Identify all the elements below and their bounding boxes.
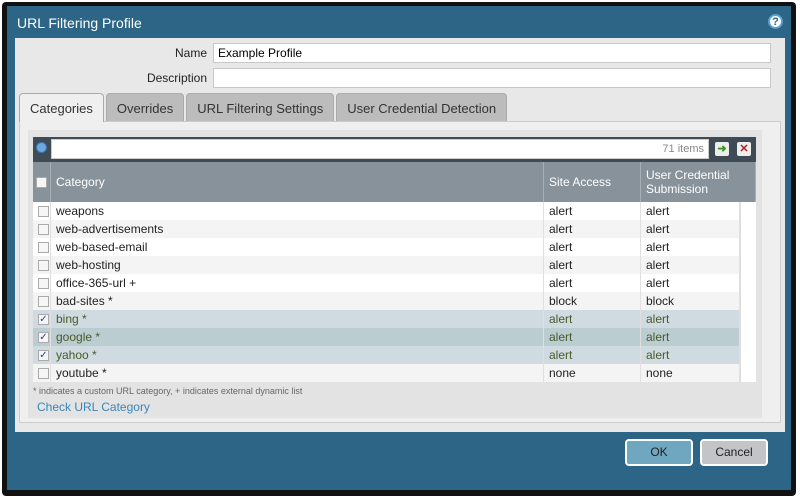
row-select-cell: [33, 238, 51, 256]
table-row[interactable]: office-365-url + alert alert: [33, 274, 740, 292]
row-checkbox[interactable]: ✓: [38, 332, 49, 343]
category-cell: web-hosting: [51, 256, 544, 274]
cancel-button[interactable]: Cancel: [700, 439, 768, 466]
category-cell: yahoo *: [51, 346, 544, 364]
credential-cell[interactable]: alert: [641, 220, 740, 238]
category-cell: google *: [51, 328, 544, 346]
row-checkbox[interactable]: [38, 278, 49, 289]
credential-cell[interactable]: alert: [641, 346, 740, 364]
row-select-cell: ✓: [33, 328, 51, 346]
row-checkbox[interactable]: ✓: [38, 350, 49, 361]
category-cell: bad-sites *: [51, 292, 544, 310]
row-checkbox[interactable]: [38, 368, 49, 379]
row-checkbox[interactable]: [38, 206, 49, 217]
site-access-cell[interactable]: alert: [544, 328, 641, 346]
credential-cell[interactable]: none: [641, 364, 740, 382]
tab-overrides[interactable]: Overrides: [105, 93, 185, 121]
table-row[interactable]: bad-sites * block block: [33, 292, 740, 310]
tab-url-filtering-settings[interactable]: URL Filtering Settings: [186, 93, 335, 121]
row-select-cell: ✓: [33, 346, 51, 364]
row-select-cell: [33, 220, 51, 238]
select-all-checkbox[interactable]: [36, 176, 47, 188]
table-row[interactable]: web-advertisements alert alert: [33, 220, 740, 238]
column-site-access[interactable]: Site Access: [544, 162, 641, 202]
row-checkbox[interactable]: ✓: [38, 314, 49, 325]
table-row[interactable]: ✓ bing * alert alert: [33, 310, 740, 328]
description-input[interactable]: [213, 68, 771, 88]
row-select-cell: [33, 256, 51, 274]
grid-rows: weapons alert alert web-advertisements a…: [33, 202, 740, 382]
table-row[interactable]: weapons alert alert: [33, 202, 740, 220]
row-select-cell: ✓: [33, 310, 51, 328]
filter-input[interactable]: 71 items: [51, 139, 709, 159]
description-label: Description: [146, 71, 207, 85]
clear-filter-icon[interactable]: ✕: [737, 142, 751, 156]
site-access-cell[interactable]: alert: [544, 274, 641, 292]
category-cell: web-based-email: [51, 238, 544, 256]
categories-inner: 71 items ➜ ✕ Category Site Access User C…: [28, 130, 762, 418]
dialog-content: Name Description Categories Overrides UR…: [15, 38, 785, 432]
category-cell: office-365-url +: [51, 274, 544, 292]
credential-cell[interactable]: alert: [641, 238, 740, 256]
site-access-cell[interactable]: none: [544, 364, 641, 382]
category-cell: weapons: [51, 202, 544, 220]
table-row[interactable]: ✓ yahoo * alert alert: [33, 346, 740, 364]
grid-header: Category Site Access User Credential Sub…: [33, 162, 756, 202]
categories-panel: 71 items ➜ ✕ Category Site Access User C…: [19, 121, 781, 423]
category-grid: Category Site Access User Credential Sub…: [33, 162, 756, 382]
column-user-credential-submission[interactable]: User Credential Submission: [641, 162, 756, 202]
credential-cell[interactable]: alert: [641, 274, 740, 292]
tab-bar: Categories Overrides URL Filtering Setti…: [19, 93, 508, 122]
dialog-title: URL Filtering Profile: [17, 15, 142, 31]
item-count: 71 items: [662, 143, 704, 155]
credential-cell[interactable]: alert: [641, 328, 740, 346]
site-access-cell[interactable]: alert: [544, 202, 641, 220]
tab-user-credential-detection[interactable]: User Credential Detection: [336, 93, 508, 121]
help-icon[interactable]: ?: [768, 14, 783, 29]
site-access-cell[interactable]: alert: [544, 346, 641, 364]
grid-scrollbar[interactable]: [740, 202, 756, 382]
category-cell: web-advertisements: [51, 220, 544, 238]
apply-filter-icon[interactable]: ➜: [715, 142, 729, 156]
table-row[interactable]: web-based-email alert alert: [33, 238, 740, 256]
credential-cell[interactable]: block: [641, 292, 740, 310]
site-access-cell[interactable]: alert: [544, 238, 641, 256]
table-row[interactable]: web-hosting alert alert: [33, 256, 740, 274]
row-select-cell: [33, 202, 51, 220]
site-access-cell[interactable]: alert: [544, 220, 641, 238]
name-input[interactable]: [213, 43, 771, 63]
category-cell: youtube *: [51, 364, 544, 382]
row-checkbox[interactable]: [38, 224, 49, 235]
select-all-cell: [33, 162, 51, 202]
credential-cell[interactable]: alert: [641, 202, 740, 220]
tab-categories[interactable]: Categories: [19, 93, 104, 122]
credential-cell[interactable]: alert: [641, 256, 740, 274]
category-cell: bing *: [51, 310, 544, 328]
ok-button[interactable]: OK: [625, 439, 693, 466]
row-select-cell: [33, 292, 51, 310]
row-checkbox[interactable]: [38, 260, 49, 271]
row-select-cell: [33, 364, 51, 382]
row-checkbox[interactable]: [38, 242, 49, 253]
credential-cell[interactable]: alert: [641, 310, 740, 328]
check-url-category-link[interactable]: Check URL Category: [37, 400, 150, 414]
search-icon: [36, 142, 47, 153]
site-access-cell[interactable]: alert: [544, 310, 641, 328]
column-category[interactable]: Category: [51, 162, 544, 202]
url-filtering-dialog: URL Filtering Profile ? Name Description…: [7, 6, 791, 490]
footnote: * indicates a custom URL category, + ind…: [33, 386, 303, 396]
name-label: Name: [174, 46, 207, 60]
site-access-cell[interactable]: alert: [544, 256, 641, 274]
site-access-cell[interactable]: block: [544, 292, 641, 310]
table-row[interactable]: youtube * none none: [33, 364, 740, 382]
row-select-cell: [33, 274, 51, 292]
table-row[interactable]: ✓ google * alert alert: [33, 328, 740, 346]
grid-toolbar: 71 items ➜ ✕: [33, 137, 756, 162]
row-checkbox[interactable]: [38, 296, 49, 307]
